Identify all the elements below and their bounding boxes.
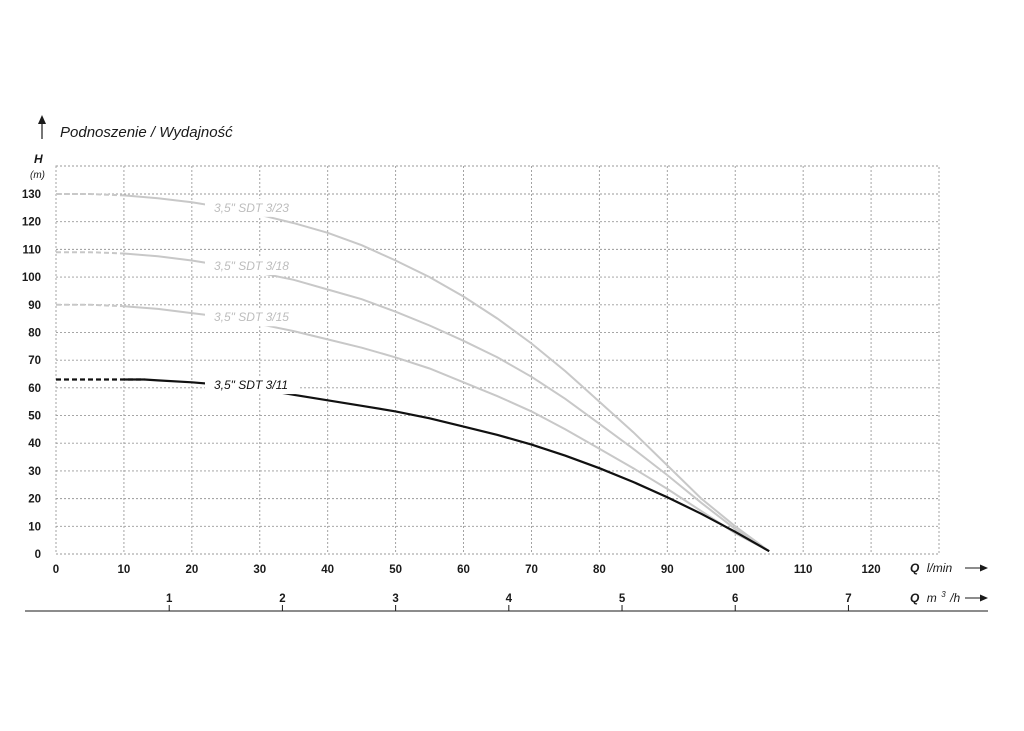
y-tick-label-130: 130 (22, 189, 41, 201)
x-tick-label-100: 100 (726, 564, 745, 576)
series-line-1 (123, 252, 770, 553)
secondary-x-axis-label-sup: 3 (941, 590, 946, 599)
y-tick-label-90: 90 (28, 300, 41, 312)
y-tick-label-110: 110 (22, 244, 41, 256)
series-labels: 3,5" SDT 3/23 3,5" SDT 3/18 3,5" SDT 3/15 3… (205, 198, 299, 395)
x-tick-label-60: 60 (457, 564, 470, 576)
secondary-x-tick-labels: 1 2 3 4 5 6 7 (166, 593, 852, 611)
secondary-x-tick-label-5: 5 (619, 593, 626, 605)
y-axis-label: H (34, 152, 43, 166)
x-tick-label-30: 30 (253, 564, 266, 576)
y-tick-label-60: 60 (28, 383, 41, 395)
up-arrow-head-icon (38, 115, 46, 124)
x-tick-label-120: 120 (861, 564, 880, 576)
series-lines (56, 193, 770, 553)
y-tick-label-0: 0 (35, 549, 41, 561)
series-label-bg-0 (205, 198, 299, 217)
secondary-x-tick-label-1: 1 (166, 593, 173, 605)
series-label-1: 3,5" SDT 3/18 (214, 259, 289, 273)
series-line-3 (123, 378, 770, 553)
y-tick-labels: 0 10 20 30 40 50 60 70 80 90 100 110 120 130 (22, 189, 41, 561)
series-dashed-0 (56, 193, 124, 197)
secondary-x-axis-label-text: Q m 3 /h (910, 584, 960, 606)
y-tick-label-30: 30 (28, 466, 41, 478)
x-tick-label-20: 20 (185, 564, 198, 576)
x-axis-arrow-head-icon (980, 564, 988, 572)
x-axis-label-symbol: Q (910, 561, 920, 575)
x-tick-label-50: 50 (389, 564, 402, 576)
secondary-x-axis-label-tail: /h (949, 591, 960, 605)
series-label-bg-3 (205, 376, 299, 395)
series-label-2: 3,5" SDT 3/15 (214, 310, 289, 324)
x-axis-label-unit: l/min (927, 561, 953, 575)
chart-title: Podnoszenie / Wydajność (38, 115, 233, 141)
y-tick-label-80: 80 (28, 327, 41, 339)
x-tick-label-10: 10 (118, 564, 131, 576)
series-line-0 (123, 194, 770, 553)
x-axis-label-text: Q l/min (910, 559, 952, 576)
x-tick-label-90: 90 (661, 564, 674, 576)
x-tick-labels: 0 10 20 30 40 50 60 70 80 90 100 110 120 (53, 564, 881, 576)
secondary-x-tick-label-7: 7 (845, 593, 851, 605)
series-label-3: 3,5" SDT 3/11 (214, 378, 288, 392)
y-tick-label-50: 50 (28, 411, 41, 423)
x-tick-label-40: 40 (321, 564, 334, 576)
series-label-bg-1 (205, 257, 299, 275)
y-tick-label-10: 10 (28, 521, 41, 533)
series-label-bg-2 (205, 308, 299, 327)
y-tick-label-70: 70 (28, 355, 41, 367)
x-tick-label-110: 110 (794, 564, 813, 576)
grid (55, 165, 940, 555)
x-tick-label-70: 70 (525, 564, 538, 576)
secondary-x-tick-label-3: 3 (392, 593, 398, 605)
secondary-x-tick-label-4: 4 (506, 593, 513, 605)
y-tick-label-40: 40 (28, 438, 41, 450)
series-dashed-2 (56, 303, 124, 308)
secondary-x-tick-label-6: 6 (732, 593, 738, 605)
y-tick-label-100: 100 (22, 272, 41, 284)
y-axis-unit: (m) (30, 170, 45, 181)
x-tick-label-80: 80 (593, 564, 606, 576)
y-tick-label-20: 20 (28, 494, 41, 506)
secondary-x-axis-label: Q m 3 /h (910, 584, 988, 606)
x-axis-label: Q l/min (910, 559, 988, 576)
secondary-x-axis-label-symbol: Q (910, 591, 920, 605)
chart-title-text: Podnoszenie / Wydajność (60, 124, 233, 141)
series-line-2 (123, 305, 770, 553)
secondary-x-axis-arrow-head-icon (980, 594, 988, 602)
secondary-x-tick-label-2: 2 (279, 593, 285, 605)
secondary-x-axis-label-unit: m (927, 591, 937, 605)
x-tick-label-0: 0 (53, 564, 59, 576)
y-tick-label-120: 120 (22, 217, 41, 229)
series-dashed-1 (56, 251, 124, 255)
series-label-0: 3,5" SDT 3/23 (214, 201, 289, 215)
